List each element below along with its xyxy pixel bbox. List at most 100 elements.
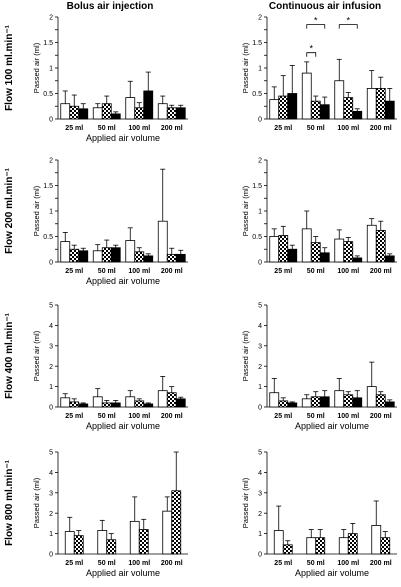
bar-open-4 [157,103,168,120]
y-tick-label: 4 [258,323,262,330]
y-tick-label: 1.5 [43,40,53,47]
bar-open-1 [60,103,71,120]
y-tick-label: 2 [258,511,262,518]
bar-filled-4 [175,253,186,263]
y-tick-label: 1 [49,209,53,216]
bar-open-2 [306,537,317,555]
significance-star: * [309,44,313,54]
bar-checkered-2 [101,402,112,408]
bar-filled-4 [175,107,186,120]
bar-checkered-3 [343,394,354,408]
bar-open-1 [64,531,75,555]
row-label: Flow 800 ml.min⁻¹ [4,459,15,546]
bar-filled-1 [287,402,298,408]
y-tick-label: 1.5 [252,183,262,190]
bar-filled-2 [319,396,330,408]
bar-open-4 [366,386,377,408]
significance-bracket [338,24,358,29]
x-tick-label: 200 ml [161,560,183,567]
x-tick-label: 50 ml [307,560,325,567]
bar-open-4 [371,525,382,555]
significance-bracket [306,24,326,29]
bar-checkered-1 [73,535,84,555]
bar-checkered-1 [69,401,80,408]
x-tick-label: 100 ml [128,268,150,275]
bar-open-1 [273,530,284,555]
bar-filled-3 [143,90,154,120]
bar-checkered-3 [134,251,145,263]
bar-open-4 [366,88,377,120]
y-tick-label: 5 [258,450,262,457]
y-tick-label: 2 [49,511,53,518]
bar-filled-4 [384,100,395,120]
y-tick-label: 5 [49,450,53,457]
y-tick-label: 0 [258,405,262,412]
bar-filled-3 [143,403,154,408]
bar-checkered-2 [310,100,321,120]
x-tick-label: 100 ml [337,125,359,132]
y-axis-label: Passed air (ml) [241,330,250,381]
bar-filled-2 [319,252,330,263]
bar-open-2 [301,398,312,408]
bar-open-2 [92,250,103,263]
bar-filled-4 [384,255,395,263]
chart-panel-2: 0 0.5 1 1.5 2 Passed air (ml) 25 ml 50 ml 100 ml… [241,15,397,132]
bar-filled-4 [175,398,186,408]
bar-open-3 [125,97,136,120]
bar-checkered-2 [310,396,321,408]
bar-checkered-4 [375,229,386,263]
chart-panel-8: 0 1 2 3 4 5 Passed air (ml) 25 ml 50 ml 100 ml 200… [241,450,397,578]
bar-open-1 [60,241,71,263]
x-axis-label: Applied air volume [295,421,369,431]
bar-checkered-1 [278,235,289,263]
bar-checkered-1 [69,248,80,263]
bar-checkered-3 [134,400,145,408]
y-tick-label: 0 [49,552,53,559]
x-tick-label: 50 ml [98,413,116,420]
chart-panel-4: 0 0.5 1 1.5 2 Passed air (ml) 25 ml 50 ml 100 ml… [241,158,397,275]
y-axis-label: Passed air (ml) [32,477,41,528]
y-tick-label: 4 [49,470,53,477]
bar-open-3 [334,390,345,408]
y-tick-label: 0.5 [252,91,262,98]
row-label: Flow 400 ml.min⁻¹ [4,312,15,399]
x-tick-label: 25 ml [65,125,83,132]
bar-checkered-2 [310,242,321,263]
bar-open-1 [269,236,280,263]
y-tick-label: 0 [49,260,53,267]
bar-checkered-3 [134,107,145,120]
x-tick-label: 50 ml [307,125,325,132]
bar-open-3 [334,238,345,263]
x-axis-label: Applied air volume [86,568,160,578]
bar-filled-3 [352,257,363,263]
bar-checkered-1 [282,544,293,555]
x-tick-label: 50 ml [307,268,325,275]
y-tick-label: 2 [49,364,53,371]
bar-filled-1 [78,108,89,120]
bar-checkered-4 [375,88,386,120]
bar-checkered-3 [343,241,354,263]
x-tick-label: 200 ml [370,413,392,420]
y-axis-label: Passed air (ml) [241,42,250,93]
x-tick-label: 200 ml [161,125,183,132]
x-tick-label: 25 ml [274,125,292,132]
x-tick-label: 25 ml [274,268,292,275]
x-tick-label: 100 ml [128,560,150,567]
bar-filled-1 [78,403,89,408]
bar-checkered-4 [171,490,182,555]
x-tick-label: 50 ml [98,125,116,132]
x-axis-label: Applied air volume [86,421,160,431]
row-label: Flow 200 ml.min⁻¹ [4,167,15,254]
bar-open-3 [338,537,349,555]
y-tick-label: 2 [49,15,53,22]
y-tick-label: 1 [258,209,262,216]
bar-checkered-2 [101,247,112,263]
y-tick-label: 2 [258,158,262,165]
bar-checkered-4 [166,253,177,263]
bar-filled-3 [352,397,363,408]
y-tick-label: 1 [49,384,53,391]
bar-checkered-4 [166,392,177,408]
y-tick-label: 3 [49,343,53,350]
y-axis-label: Passed air (ml) [241,477,250,528]
bar-open-1 [269,99,280,120]
